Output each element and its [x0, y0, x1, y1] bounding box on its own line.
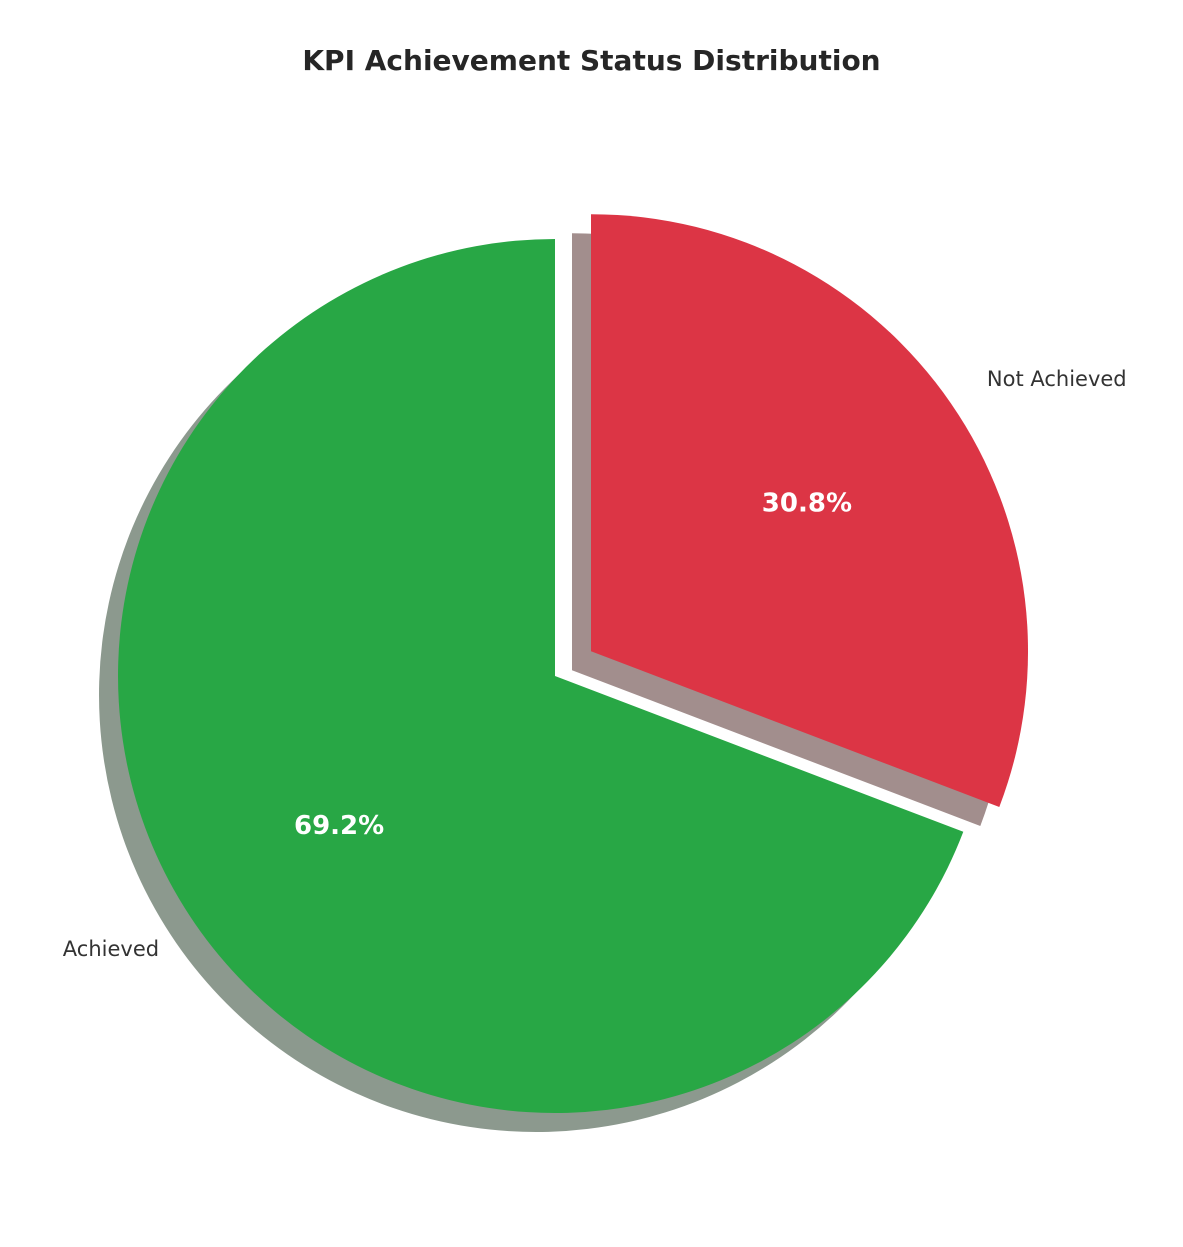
- slice-label-achieved: Achieved: [63, 937, 159, 961]
- pct-label-achieved: 69.2%: [294, 811, 384, 841]
- pie-slice-achieved: [118, 239, 964, 1113]
- slice-label-not-achieved: Not Achieved: [987, 367, 1127, 391]
- chart-title: KPI Achievement Status Distribution: [302, 44, 881, 77]
- pie-slice-not-achieved: [591, 214, 1029, 807]
- pct-label-not-achieved: 30.8%: [762, 489, 852, 519]
